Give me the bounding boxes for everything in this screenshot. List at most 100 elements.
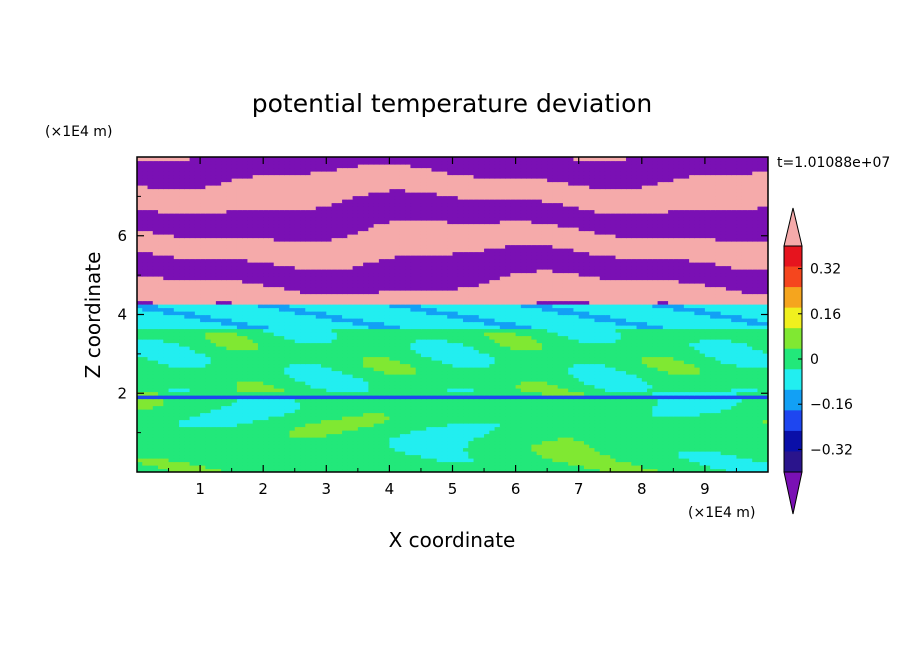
contour-cell [363,363,369,368]
contour-cell [620,328,627,333]
contour-cell [289,332,296,337]
contour-cell [683,416,690,421]
contour-cell [647,398,653,403]
contour-cell [757,402,764,407]
contour-cell [363,454,369,459]
contour-cell [505,363,511,368]
contour-cell [683,342,690,347]
contour-cell [599,384,606,389]
contour-cell [315,405,322,410]
contour-cell [505,367,511,372]
contour-cell [741,332,748,337]
contour-cell [173,381,180,386]
contour-cell [420,461,427,466]
contour-cell [436,384,443,389]
contour-cell [415,433,422,438]
contour-cell [457,444,464,449]
contour-cell [163,374,170,379]
contour-cell [478,374,485,379]
contour-cell [363,461,369,466]
contour-cell [236,370,243,375]
contour-cell [452,444,459,449]
contour-cell [441,335,448,340]
contour-cell [321,437,327,442]
contour-cell [257,451,264,456]
contour-cell [257,328,264,333]
contour-cell [142,388,149,393]
contour-cell [173,356,180,361]
contour-cell [731,426,738,431]
contour-cell [604,349,611,354]
contour-cell [762,433,768,438]
contour-cell [731,416,738,421]
contour-cell [336,444,343,449]
contour-cell [137,430,143,435]
contour-cell [668,349,674,354]
contour-cell [257,437,264,442]
contour-cell [189,468,196,472]
contour-cell [336,440,343,445]
contour-cell [310,412,317,417]
contour-cell [531,412,538,417]
contour-cell [273,416,280,421]
contour-cell [752,339,759,344]
contour-cell [315,423,322,428]
contour-cell [431,395,438,400]
contour-cell [378,374,385,379]
contour-cell [683,437,690,442]
contour-cell [510,374,517,379]
contour-cell [342,416,348,421]
contour-cell [231,461,238,466]
contour-cell [242,426,249,431]
contour-cell [541,433,548,438]
contour-cell [147,402,154,407]
contour-cell [163,444,170,449]
contour-cell [568,398,575,403]
contour-cell [441,384,448,389]
contour-cell [252,339,259,344]
contour-cell [652,409,659,414]
contour-cell [137,353,143,358]
contour-cell [405,360,412,365]
contour-cell [699,419,706,424]
contour-cell [378,416,385,421]
contour-cell [184,402,191,407]
contour-cell [557,335,564,340]
contour-cell [352,332,359,337]
contour-cell [436,433,443,438]
contour-cell [294,405,301,410]
contour-cell [200,433,206,438]
contour-cell [694,342,701,347]
contour-cell [610,409,617,414]
contour-cell [420,360,427,365]
contour-cell [752,454,759,459]
contour-cell [310,339,317,344]
contour-cell [704,454,711,459]
contour-cell [305,339,312,344]
contour-cell [520,426,527,431]
contour-cell [604,409,611,414]
contour-cell [536,391,543,396]
contour-cell [315,447,322,452]
contour-cell [210,412,217,417]
contour-cell [321,384,327,389]
contour-cell [662,370,669,375]
contour-cell [321,447,327,452]
contour-cell [599,451,606,456]
contour-cell [746,332,753,337]
contour-cell [741,349,748,354]
contour-cell [278,374,285,379]
contour-cell [736,360,743,365]
contour-cell [441,468,448,472]
contour-cell [536,454,543,459]
contour-cell [347,356,354,361]
contour-cell [683,356,690,361]
contour-cell [484,381,490,386]
contour-cell [173,388,180,393]
contour-cell [310,395,317,400]
contour-cell [463,416,469,421]
contour-cell [463,461,469,466]
contour-cell [620,437,627,442]
contour-cell [762,381,768,386]
contour-cell [762,335,768,340]
